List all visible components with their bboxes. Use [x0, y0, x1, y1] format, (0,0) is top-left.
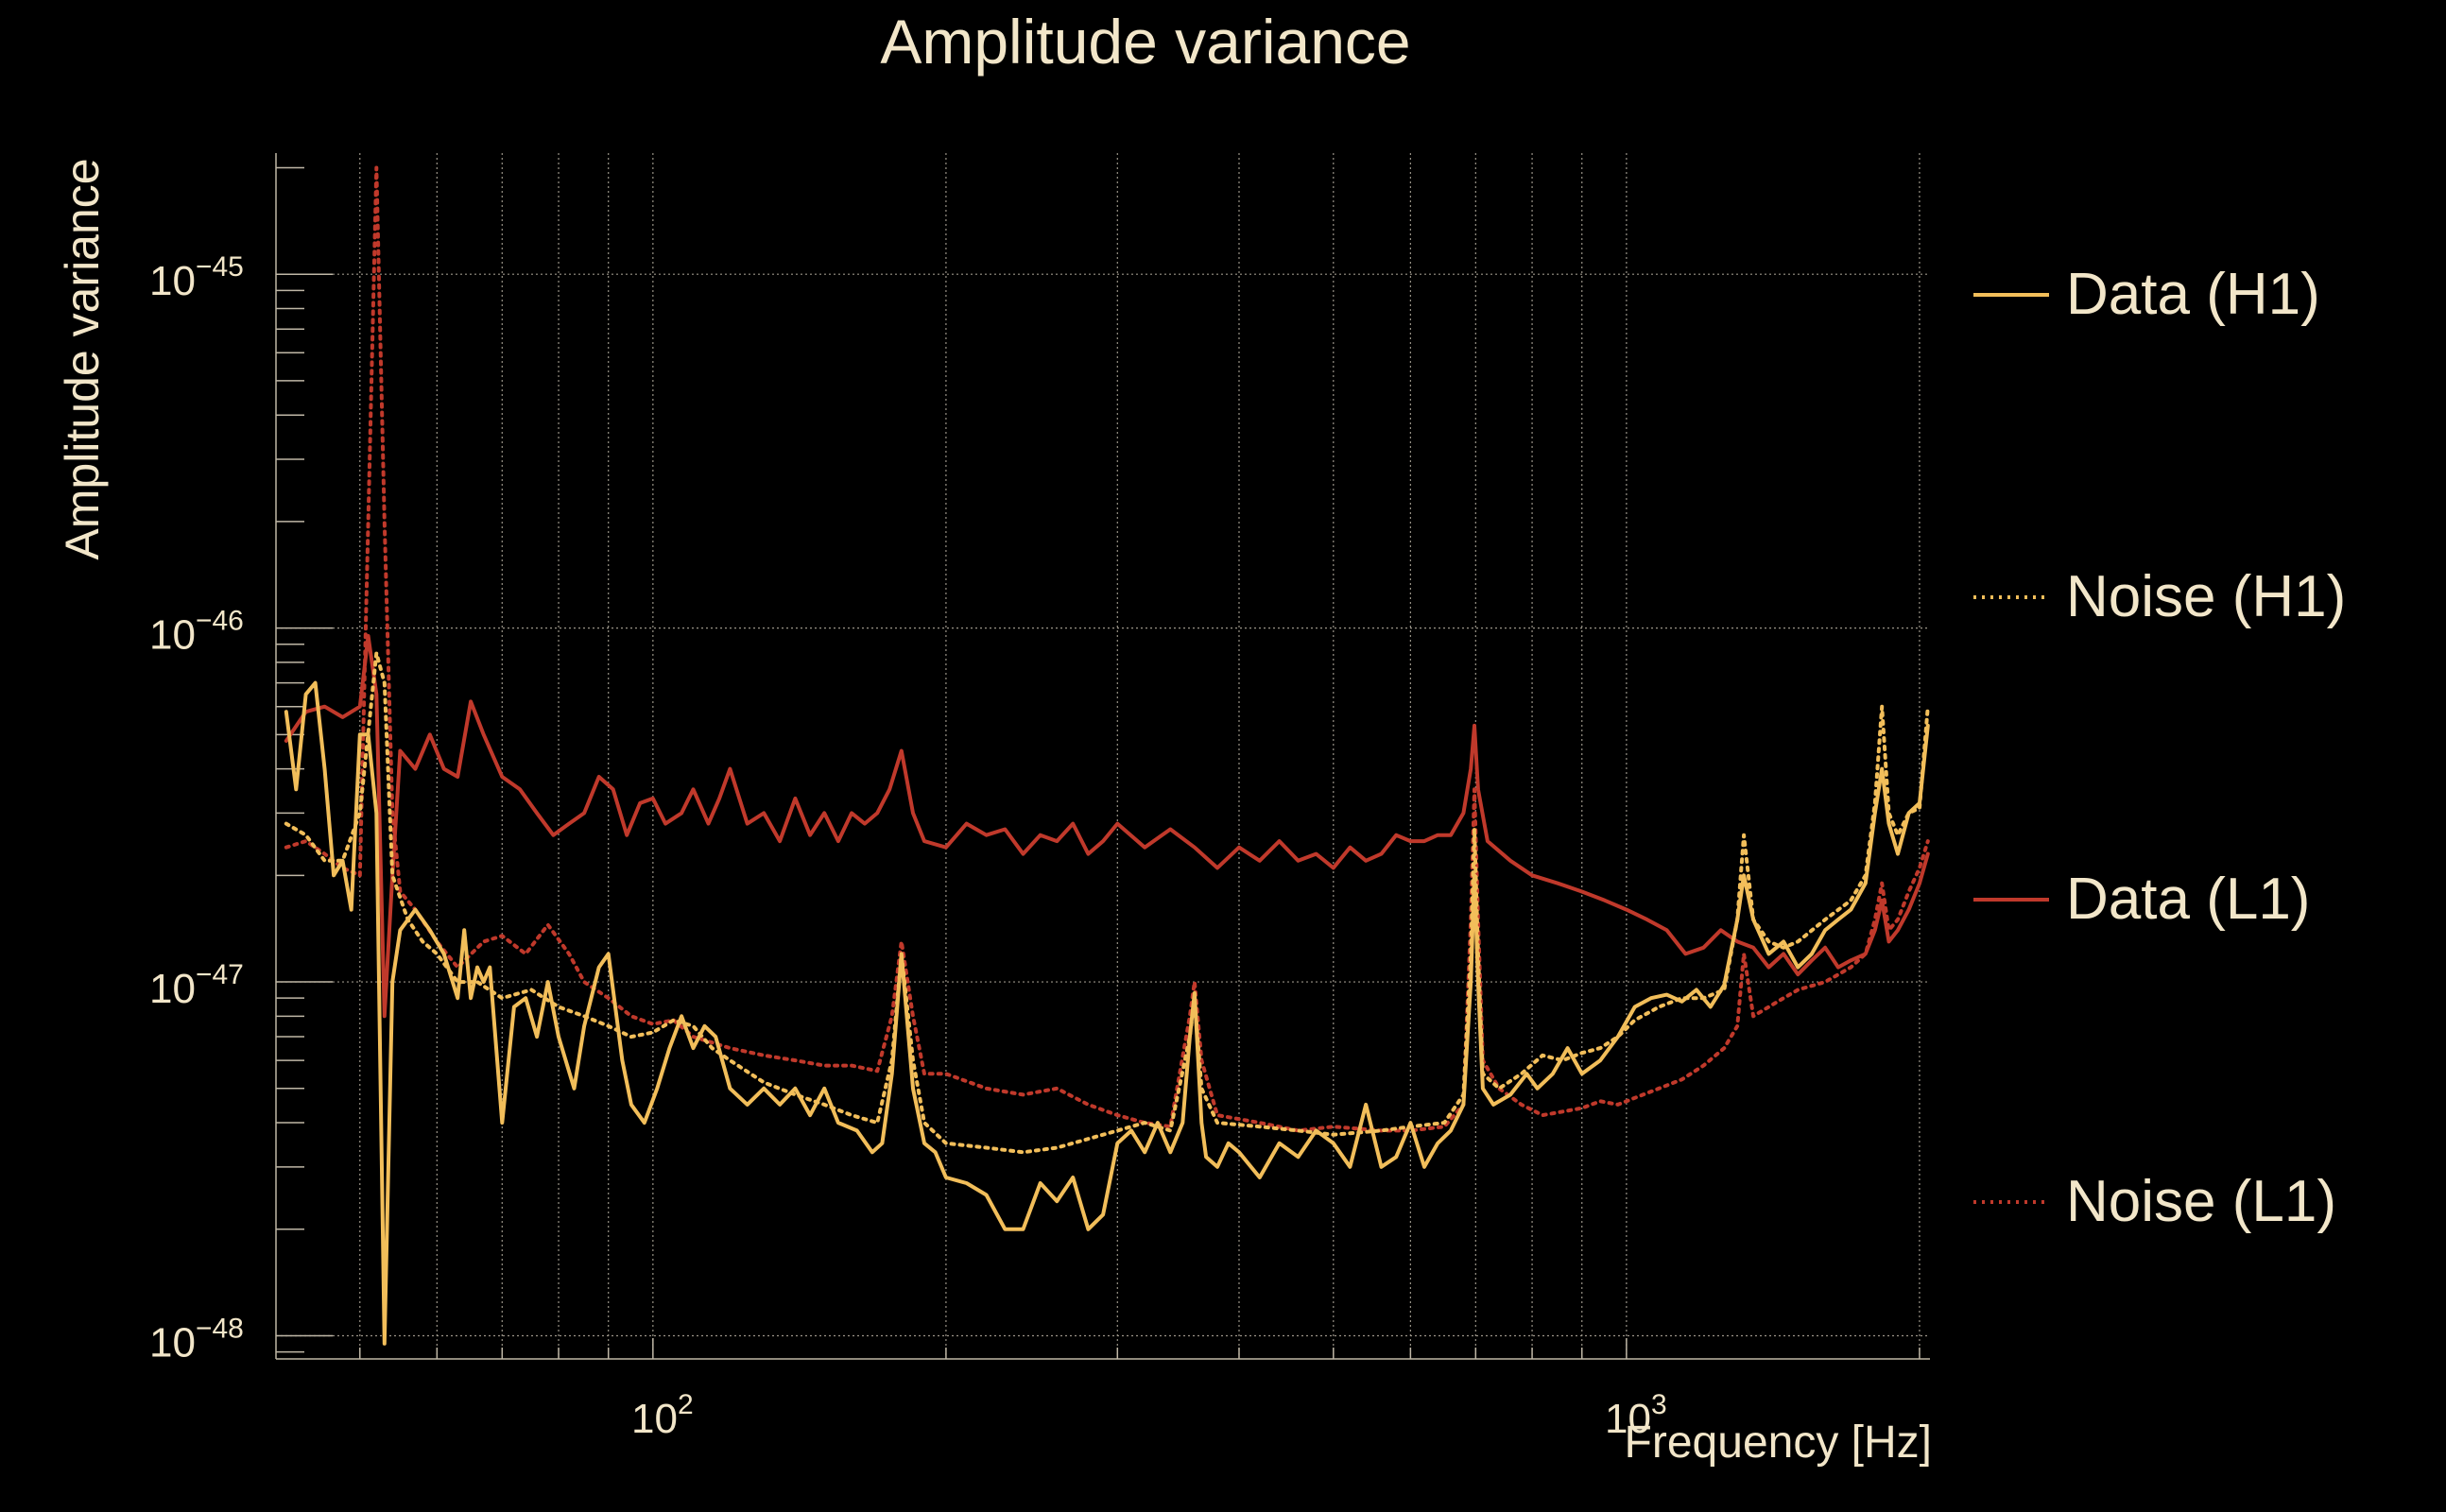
legend-label: Data (H1)	[2066, 262, 2320, 327]
legend-label: Noise (L1)	[2066, 1169, 2336, 1234]
series-line-data-h1	[284, 680, 1930, 1346]
y-axis-label: Amplitude variance	[56, 158, 109, 559]
y-tick-label: 10−48	[149, 1313, 244, 1366]
axis-ticks: 102 103 10−48 10−47 10−46 10−45	[149, 166, 1921, 1442]
x-tick-label: 103	[1605, 1389, 1667, 1442]
chart-title: Amplitude variance	[880, 7, 1410, 77]
legend: Data (H1) Noise (H1) Data (L1) Noise (L1)	[1973, 262, 2346, 1234]
plot-series	[284, 165, 1930, 1346]
legend-label: Noise (H1)	[2066, 564, 2346, 629]
grid	[275, 153, 1930, 1360]
y-tick-label: 10−46	[149, 606, 244, 659]
series-line-noise-l1	[284, 165, 1930, 1133]
legend-label: Data (L1)	[2066, 867, 2310, 932]
y-tick-label: 10−45	[149, 251, 244, 304]
y-tick-label: 10−47	[149, 959, 244, 1012]
series-line-data-l1	[284, 634, 1930, 1019]
x-tick-label: 102	[631, 1389, 694, 1442]
x-axis-label: Frequency [Hz]	[1625, 1418, 1932, 1468]
